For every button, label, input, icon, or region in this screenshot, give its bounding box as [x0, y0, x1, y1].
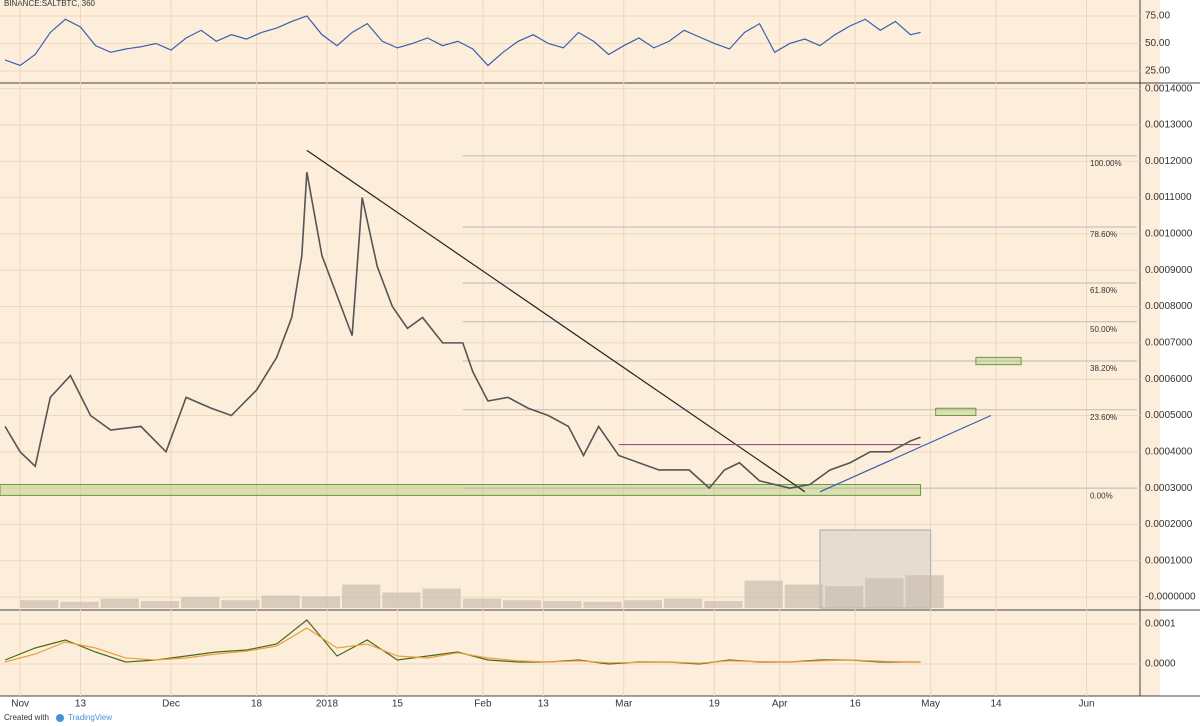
footer-brand[interactable]: TradingView: [68, 713, 112, 722]
line: [4, 172, 921, 490]
volume-bar: [865, 578, 904, 608]
x-tick-label: 18: [251, 699, 263, 710]
volume-bar: [100, 598, 139, 608]
y-tick-label: -0.0000000: [1145, 592, 1196, 603]
fib-label: 0.00%: [1090, 491, 1113, 500]
line: [4, 15, 921, 67]
x-tick-label: 16: [850, 699, 862, 710]
fib-label: 78.60%: [1090, 230, 1117, 239]
x-tick-label: 13: [75, 699, 87, 710]
volume-bar: [382, 592, 421, 608]
volume-bar: [301, 596, 341, 608]
x-tick-label: 2018: [316, 699, 339, 710]
y-tick-label: 0.0005000: [1145, 410, 1193, 421]
x-tick-label: Dec: [162, 699, 180, 710]
trend-line: [819, 414, 992, 493]
y-tick-label: 25.00: [1145, 66, 1170, 77]
volume-bar: [503, 600, 542, 608]
volume-bar: [744, 580, 783, 608]
fib-label: 23.60%: [1090, 413, 1117, 422]
volume-bar: [221, 600, 260, 608]
zone: [0, 484, 922, 496]
volume-bar: [181, 597, 220, 608]
x-tick-label: May: [921, 699, 940, 710]
y-tick-label: 0.0014000: [1145, 83, 1193, 94]
line: [4, 627, 921, 664]
x-tick-label: Feb: [474, 699, 492, 710]
volume-bar: [462, 598, 502, 608]
y-tick-label: 0.0008000: [1145, 301, 1193, 312]
logo: [56, 714, 64, 722]
volume-bar: [583, 601, 622, 608]
footer-text: Created with: [4, 713, 49, 722]
y-tick-label: 50.00: [1145, 38, 1170, 49]
trend-line: [306, 149, 806, 493]
x-tick-label: Apr: [772, 699, 788, 710]
y-tick-label: 0.0003000: [1145, 483, 1193, 494]
volume-bar: [824, 586, 864, 608]
x-tick-label: Mar: [615, 699, 633, 710]
x-tick-label: 19: [709, 699, 721, 710]
y-tick-label: 0.0006000: [1145, 374, 1193, 385]
x-tick-label: Jun: [1078, 699, 1094, 710]
volume-bar: [704, 600, 743, 608]
y-tick-label: 0.0007000: [1145, 338, 1193, 349]
plot-background: [0, 0, 1160, 696]
x-tick-label: 14: [990, 699, 1002, 710]
symbol: BINANCE:SALTBTC, 360: [4, 0, 96, 8]
volume-bar: [664, 598, 703, 608]
axis-background: [1160, 0, 1200, 696]
y-tick-label: 0.0013000: [1145, 120, 1193, 131]
zone: [935, 407, 977, 417]
y-tick-label: 0.0012000: [1145, 156, 1193, 167]
volume-bar: [140, 600, 180, 608]
volume-bar: [422, 588, 461, 608]
y-tick-label: 0.0001000: [1145, 555, 1193, 566]
y-tick-label: 0.0011000: [1145, 192, 1192, 203]
volume-bar: [20, 600, 59, 608]
x-tick-label: 15: [392, 699, 404, 710]
y-tick-label: 0.0000: [1145, 659, 1176, 670]
fib-label: 100.00%: [1090, 159, 1122, 168]
volume-bar: [60, 601, 99, 608]
volume-bar: [784, 584, 823, 608]
x-tick-label: 13: [538, 699, 550, 710]
y-tick-label: 0.0001: [1145, 619, 1176, 630]
volume-bar: [342, 584, 381, 608]
volume-bar: [623, 600, 663, 608]
y-tick-label: 75.00: [1145, 11, 1170, 22]
x-tick-label: Nov: [11, 699, 29, 710]
y-tick-label: 0.0010000: [1145, 229, 1193, 240]
volume-bar: [905, 575, 944, 608]
y-tick-label: 0.0004000: [1145, 446, 1193, 457]
volume-bar: [543, 600, 582, 608]
fib-label: 61.80%: [1090, 286, 1117, 295]
volume-bar: [261, 595, 300, 608]
fib-label: 38.20%: [1090, 364, 1117, 373]
y-tick-label: 0.0009000: [1145, 265, 1193, 276]
zone: [975, 356, 1022, 366]
y-tick-label: 0.0002000: [1145, 519, 1193, 530]
fib-label: 50.00%: [1090, 325, 1117, 334]
